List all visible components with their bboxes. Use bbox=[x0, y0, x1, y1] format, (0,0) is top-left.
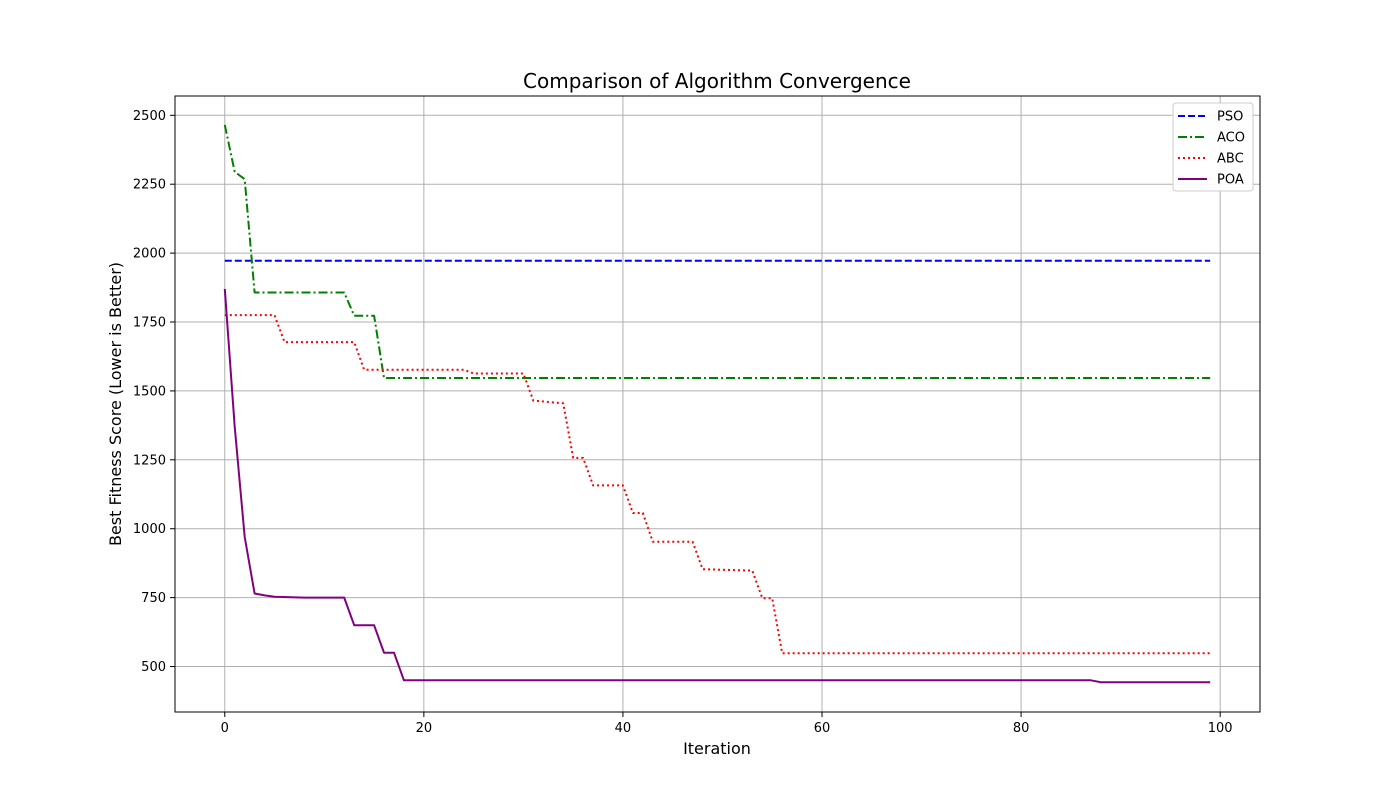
y-tick-label: 500 bbox=[141, 660, 166, 675]
y-tick-label: 1500 bbox=[133, 384, 166, 399]
y-axis-title: Best Fitness Score (Lower is Better) bbox=[106, 262, 125, 546]
legend-label-aco: ACO bbox=[1217, 131, 1245, 146]
x-tick-label: 80 bbox=[1013, 721, 1030, 736]
y-tick-label: 750 bbox=[141, 591, 166, 606]
y-tick-label: 1250 bbox=[133, 453, 166, 468]
x-tick-label: 60 bbox=[814, 721, 831, 736]
plot-area-background bbox=[175, 96, 1260, 712]
series-line-abc bbox=[224, 314, 1211, 655]
x-tick-label: 40 bbox=[615, 721, 632, 736]
y-tick-label: 2000 bbox=[133, 247, 166, 262]
legend-label-pso: PSO bbox=[1217, 110, 1243, 125]
series-line-aco bbox=[223, 124, 1211, 379]
series-lines bbox=[223, 124, 1211, 684]
y-tick-label: 1000 bbox=[133, 522, 166, 537]
y-tick-label: 1750 bbox=[133, 316, 166, 331]
chart-title: Comparison of Algorithm Convergence bbox=[523, 69, 911, 93]
legend-label-poa: POA bbox=[1217, 173, 1244, 188]
x-tick-label: 0 bbox=[221, 721, 229, 736]
axis-ticks: 0 20 40 60 80 100 500 750 1000 1250 1500 1750 2000 22… bbox=[133, 109, 1233, 736]
series-line-poa bbox=[223, 288, 1211, 684]
x-tick-label: 100 bbox=[1208, 721, 1233, 736]
x-axis-title: Iteration bbox=[683, 739, 751, 758]
grid-lines bbox=[175, 96, 1260, 712]
x-tick-label: 20 bbox=[416, 721, 433, 736]
y-tick-label: 2250 bbox=[133, 178, 166, 193]
y-tick-label: 2500 bbox=[133, 109, 166, 124]
legend: PSO ACO ABC POA bbox=[1172, 102, 1254, 192]
legend-frame bbox=[1172, 102, 1254, 192]
plot-area-frame bbox=[174, 95, 1261, 713]
legend-label-abc: ABC bbox=[1217, 152, 1244, 167]
